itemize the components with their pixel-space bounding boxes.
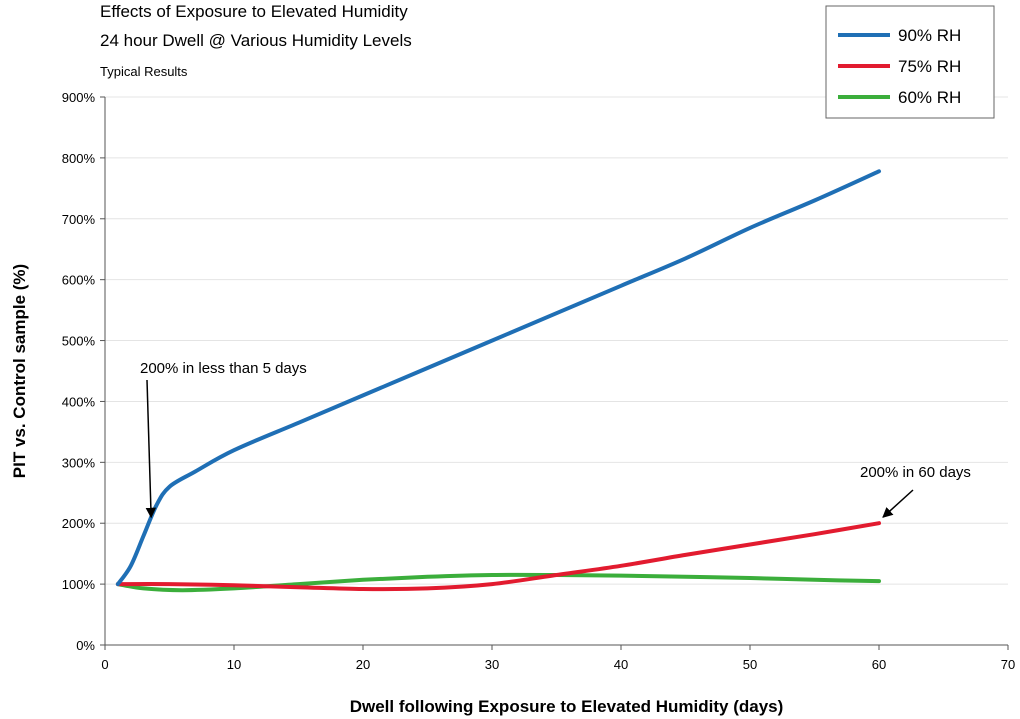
y-tick-label: 900% (62, 90, 96, 105)
x-tick-label: 0 (101, 657, 108, 672)
series-line-75-rh (115, 521, 881, 592)
x-axis-label: Dwell following Exposure to Elevated Hum… (350, 697, 784, 716)
x-tick-label: 20 (356, 657, 370, 672)
y-tick-label: 300% (62, 455, 96, 470)
legend-label: 75% RH (898, 57, 961, 76)
series-line-90-rh (115, 169, 881, 587)
y-tick-label: 800% (62, 151, 96, 166)
chart-subtitle: 24 hour Dwell @ Various Humidity Levels (100, 31, 412, 50)
x-tick-label: 60 (872, 657, 886, 672)
series-line-60-rh (115, 572, 881, 593)
legend-label: 90% RH (898, 26, 961, 45)
annotation-text: 200% in 60 days (860, 464, 971, 481)
x-tick-label: 10 (227, 657, 241, 672)
y-tick-label: 500% (62, 334, 96, 349)
chart-title: Effects of Exposure to Elevated Humidity (100, 2, 408, 21)
y-tick-label: 700% (62, 212, 96, 227)
x-tick-label: 70 (1001, 657, 1015, 672)
y-tick-label: 0% (76, 638, 95, 653)
chart-note: Typical Results (100, 64, 188, 79)
y-tick-label: 400% (62, 394, 96, 409)
y-axis-label: PIT vs. Control sample (%) (10, 264, 29, 478)
x-tick-label: 30 (485, 657, 499, 672)
annotation-text: 200% in less than 5 days (140, 360, 307, 377)
y-tick-label: 600% (62, 273, 96, 288)
legend-label: 60% RH (898, 88, 961, 107)
y-tick-label: 100% (62, 577, 96, 592)
x-tick-label: 50 (743, 657, 757, 672)
annotation-arrow (145, 379, 157, 519)
legend-box (825, 5, 995, 119)
annotation-arrow (882, 489, 914, 518)
y-tick-label: 200% (62, 516, 96, 531)
x-tick-label: 40 (614, 657, 628, 672)
